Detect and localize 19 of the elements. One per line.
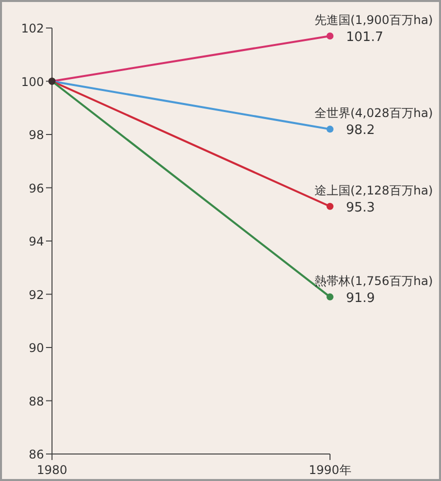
y-tick-label: 96: [28, 181, 44, 196]
series-label: 途上国(2,128百万ha): [314, 183, 433, 198]
series-label: 先進国(1,900百万ha): [314, 12, 433, 27]
x-tick-label: 1980: [36, 463, 68, 477]
data-label: 98.2: [346, 123, 375, 138]
y-tick-label: 90: [28, 341, 44, 355]
data-label: 101.7: [346, 30, 384, 45]
y-tick-label: 102: [21, 22, 44, 36]
series-label: 熱帯林(1,756百万ha): [314, 274, 433, 288]
y-tick-label: 86: [28, 448, 44, 462]
data-label: 91.9: [346, 290, 375, 306]
y-tick-label: 88: [28, 394, 44, 408]
y-tick-label: 94: [28, 234, 44, 248]
y-tick-label: 98: [28, 128, 44, 142]
y-tick-label: 92: [28, 288, 44, 302]
y-tick-label: 100: [21, 74, 44, 89]
x-tick-label: 1990年: [308, 463, 352, 477]
data-label: 95.3: [346, 200, 375, 216]
series-label: 全世界(4,028百万ha): [314, 106, 433, 120]
